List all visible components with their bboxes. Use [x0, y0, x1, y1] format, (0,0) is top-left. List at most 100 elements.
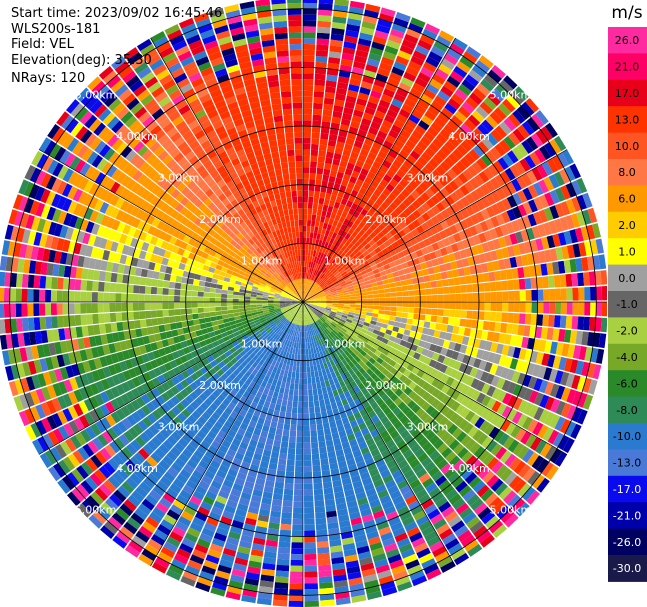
- range-gate: [345, 187, 353, 195]
- range-gate: [314, 297, 321, 300]
- range-gate: [259, 411, 267, 420]
- range-gate: [328, 340, 334, 347]
- range-gate: [498, 355, 507, 367]
- range-gate: [309, 407, 315, 414]
- range-gate: [306, 331, 309, 337]
- range-gate: [313, 283, 318, 289]
- range-gate: [306, 231, 310, 238]
- range-gate: [389, 393, 399, 402]
- range-gate: [379, 297, 386, 302]
- range-gate: [290, 424, 297, 431]
- range-gate: [313, 232, 318, 239]
- range-gate: [320, 381, 326, 388]
- range-gate: [397, 269, 405, 276]
- range-gate: [290, 329, 294, 336]
- range-gate: [321, 470, 331, 477]
- range-gate: [343, 306, 350, 310]
- range-gate: [116, 322, 124, 332]
- range-gate: [360, 328, 368, 334]
- range-gate: [362, 337, 369, 344]
- range-gate: [361, 117, 372, 127]
- range-gate: [354, 103, 366, 112]
- range-gate: [238, 302, 245, 306]
- range-gate: [328, 415, 335, 423]
- range-gate: [373, 78, 386, 88]
- range-gate: [303, 96, 313, 103]
- range-gate: [554, 416, 566, 432]
- range-gate: [425, 288, 432, 295]
- range-gate: [407, 438, 418, 449]
- range-gate: [378, 372, 386, 381]
- range-gate: [575, 360, 585, 375]
- range-gate: [288, 365, 293, 372]
- range-gate: [318, 3, 333, 11]
- range-gate: [343, 205, 351, 213]
- range-gate: [127, 284, 134, 294]
- range-gate: [349, 419, 358, 428]
- range-gate: [566, 302, 573, 315]
- range-gate: [398, 543, 413, 554]
- range-gate: [403, 386, 413, 396]
- range-gate: [80, 291, 87, 302]
- range-gate: [298, 307, 302, 314]
- range-gate: [379, 62, 393, 72]
- range-gate: [308, 190, 315, 197]
- range-gate: [330, 259, 336, 266]
- range-gate: [385, 206, 394, 215]
- range-gate: [402, 302, 409, 307]
- range-gate: [411, 537, 426, 548]
- range-gate: [530, 436, 542, 451]
- range-gate: [258, 466, 268, 475]
- range-gate: [570, 213, 581, 228]
- range-gate: [315, 50, 328, 57]
- range-gate: [349, 299, 356, 302]
- range-gate: [303, 430, 311, 437]
- range-gate: [381, 368, 390, 377]
- range-gate: [413, 352, 421, 360]
- range-gate: [278, 374, 284, 382]
- range-gate: [247, 393, 256, 402]
- range-gate: [494, 270, 502, 281]
- range-gate: [570, 180, 582, 196]
- range-gate: [294, 336, 298, 343]
- range-gate: [332, 344, 338, 351]
- range-gate: [495, 312, 503, 322]
- range-gate: [505, 323, 513, 334]
- range-gate: [198, 280, 206, 287]
- range-gate: [443, 124, 456, 136]
- range-gate: [289, 436, 296, 443]
- range-gate: [319, 306, 326, 310]
- range-gate: [313, 341, 318, 348]
- range-gate: [531, 289, 538, 301]
- range-gate: [373, 302, 380, 306]
- range-gate: [440, 373, 450, 384]
- range-gate: [551, 155, 564, 171]
- range-gate: [544, 192, 555, 207]
- range-gate: [381, 586, 398, 597]
- range-gate: [297, 307, 301, 313]
- range-gate: [296, 430, 303, 437]
- range-gate: [226, 306, 233, 310]
- range-gate: [199, 323, 207, 330]
- range-gate: [532, 338, 541, 351]
- range-gate: [408, 381, 417, 390]
- range-gate: [315, 358, 320, 365]
- range-gate: [226, 499, 238, 509]
- range-gate: [571, 407, 583, 423]
- range-gate: [337, 387, 344, 395]
- range-gate: [278, 547, 291, 554]
- range-gate: [314, 296, 320, 299]
- range-gate: [343, 275, 350, 281]
- range-gate: [554, 187, 566, 202]
- range-gate: [314, 305, 320, 309]
- range-gate: [333, 438, 341, 446]
- range-gate: [365, 64, 378, 73]
- range-gate: [339, 124, 350, 132]
- range-gate: [481, 119, 494, 133]
- range-gate: [337, 228, 344, 236]
- range-gate: [353, 109, 364, 118]
- range-gate: [310, 149, 319, 157]
- range-gate: [331, 232, 338, 240]
- range-gate: [346, 565, 361, 574]
- range-gate: [303, 49, 315, 56]
